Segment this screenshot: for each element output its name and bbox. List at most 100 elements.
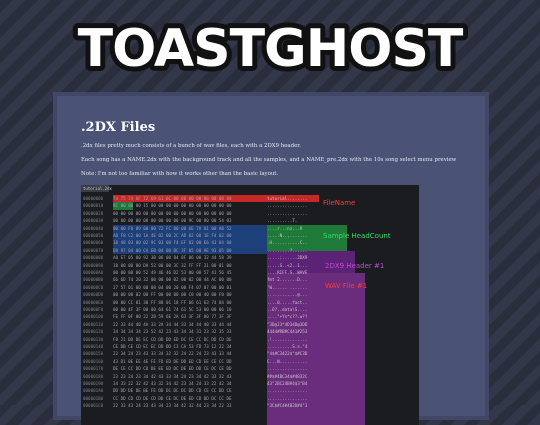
hex-address: 00000090 — [83, 262, 104, 268]
hex-row: 00000090 18 00 00 00 DA 53 00 00 3C 32 FF… — [81, 262, 419, 269]
headcount-region — [113, 202, 133, 210]
hex-ascii: ................ — [267, 210, 308, 216]
hex-ascii: .!.............. — [267, 336, 308, 342]
hex-ascii: fmt 2.......D... — [267, 277, 308, 283]
hex-address: 00000020 — [83, 210, 104, 216]
hex-row: 000000A0 00 00 00 00 52 49 46 46 D2 53 00… — [81, 269, 419, 276]
toastghost-logo[interactable]: TOASTGHOST TOASTGHOST — [0, 6, 540, 84]
wav-region — [267, 273, 365, 425]
hex-ascii: ..........T. — [267, 218, 298, 224]
hex-bytes: 23 23 24 23 34 42 43 33 34 24 23 34 42 3… — [113, 373, 232, 379]
hex-address: 00000080 — [83, 255, 104, 261]
hex-row: 00000030 00 00 00 00 00 00 00 00 00 00 9C… — [81, 217, 419, 224]
hex-ascii: 43"2BC24B#4$3"B4 — [267, 381, 308, 386]
hex-address: 000000B0 — [83, 277, 104, 283]
hex-ascii: ................ — [267, 388, 308, 394]
hex-row: 00000100 FE FF 0F 00 22 2B 59 6E 2A 63 3F… — [81, 313, 419, 320]
hex-address: 00000190 — [83, 381, 104, 386]
hex-address: 00000130 — [83, 336, 104, 342]
hex-row: 00000060 10 48 03 00 02 9C 03 00 F4 EF 03… — [81, 239, 419, 246]
hex-bytes: 18 00 00 00 DA 53 00 00 3C 32 FF FF 31 0… — [113, 262, 232, 268]
hex-address: 000000A0 — [83, 270, 104, 275]
hex-bytes: DE CE CC DD CD DE EE ED DC DE ED DD CE D… — [113, 366, 232, 372]
hex-ascii: "3C$#C4#4B2D#4"3 — [267, 403, 308, 409]
hex-ascii: "3D@J3*4D34D@3DD — [267, 321, 308, 327]
hex-viewer-tab[interactable]: tutorial.2dx — [81, 185, 112, 192]
hex-address: 00000000 — [83, 196, 104, 201]
hex-bytes: A0 E7 05 00 92 3B 06 00 84 8F 06 00 32 4… — [113, 255, 232, 261]
hex-viewer-screenshot: tutorial.2dx 00000000 74 75 74 6F 72 69 6… — [81, 185, 419, 425]
hex-bytes: 34 33 22 32 42 43 32 34 42 23 34 24 33 2… — [113, 381, 232, 386]
hex-address: 000001A0 — [83, 388, 104, 394]
hex-bytes: DD DD DE DE BE FE DD DC DC DC DD CD CE C… — [113, 388, 232, 394]
logo-text-outline: TOASTGHOST — [78, 19, 464, 79]
hex-ascii: ................ — [267, 366, 308, 372]
hex-address: 00000160 — [83, 358, 104, 364]
hex-address: 000001B0 — [83, 395, 104, 401]
hex-bytes: 00 00 00 00 00 00 00 00 00 00 00 00 00 0… — [113, 210, 232, 216]
hex-address: 00000180 — [83, 373, 104, 379]
hex-address: 000000C0 — [83, 284, 104, 290]
hex-row: 00000120 34 34 34 34 23 52 42 23 43 34 34… — [81, 328, 419, 335]
hex-address: 00000030 — [83, 218, 104, 224]
hex-address: 000001C0 — [83, 403, 104, 409]
hex-ascii: .....;......2DX9 — [267, 255, 308, 261]
hex-row: 00000020 00 00 00 00 00 00 00 00 00 00 00… — [81, 210, 419, 217]
annotation-headcount: Sample HeadCount — [323, 232, 391, 240]
hex-address: 00000060 — [83, 240, 104, 246]
hex-ascii: ..........S.s."4 — [267, 344, 308, 349]
hex-bytes: 66 6D 74 20 32 00 00 00 02 00 02 00 44 A… — [113, 277, 232, 283]
hex-bytes: 34 34 34 34 23 52 42 23 43 34 34 31 23 3… — [113, 329, 232, 335]
hex-bytes: 10 48 03 00 02 9C 03 00 F4 EF 03 00 E6 4… — [113, 240, 232, 246]
hex-bytes: 00 00 00 00 52 49 46 46 D2 53 00 00 57 4… — [113, 270, 232, 275]
hex-address: 00000170 — [83, 366, 104, 372]
hex-ascii: ....RIFF.S..WAVE — [267, 270, 308, 275]
hex-row: 00000140 CE DB CE CD EC EC DD DD C3 CA 53… — [81, 343, 419, 350]
hex-bytes: 00 00 F0 09 00 00 72 FC 00 00 6E 7A 01 0… — [113, 225, 232, 231]
annotation-2dx9-header: 2DX9 Header #1 — [325, 262, 385, 270]
hex-address: 000000D0 — [83, 292, 104, 298]
hex-ascii: ##$#4BC34$#4B32C — [267, 373, 308, 379]
hex-bytes: 43 D1 0E EE 4E FE FD ED DE DD ED CD EE C… — [113, 358, 232, 364]
hex-bytes: CC DD CD CD DE CD DD CE DC DE ED CD DD D… — [113, 395, 232, 401]
hex-address: 00000110 — [83, 321, 104, 327]
hex-row: 00000160 43 D1 0E EE 4E FE FD ED DE DD ED… — [81, 358, 419, 365]
hex-bytes: D8 97 04 00 CA EB 04 00 BC 3F 05 00 AE 9… — [113, 247, 232, 253]
hex-ascii: ....r...nz...R — [267, 225, 303, 231]
hex-ascii: 4444#RB#C441#253 — [267, 329, 308, 335]
annotation-wav-file: WAV File #1 — [325, 282, 368, 290]
hex-ascii: ....0.....fact.. — [267, 299, 308, 305]
hex-bytes: F0 21 DD DE EC CD DD DD ED DC CE CC DC D… — [113, 336, 232, 342]
hex-bytes: 00 00 00 00 00 00 00 00 00 00 9C 00 00 0… — [113, 218, 232, 224]
content-panel: .2DX Files .2dx files pretty much consis… — [57, 96, 485, 425]
hex-bytes: 22 33 43 24 23 43 34 23 34 42 32 44 23 3… — [113, 403, 232, 409]
hex-ascii: tutorial........ — [267, 196, 308, 201]
page-title: .2DX Files — [81, 120, 156, 135]
hex-row: 00000130 F0 21 DD DE EC CD DD DD ED DC CE… — [81, 336, 419, 343]
hex-ascii: ...."+Yn*c??.w?? — [267, 314, 308, 320]
offsets-region — [113, 225, 267, 254]
hex-ascii: .........?...... — [267, 247, 308, 253]
hex-row: 000001B0 CC DD CD CD DE CD DD CE DC DE ED… — [81, 395, 419, 402]
hex-address: 00000070 — [83, 247, 104, 253]
hex-row: 00000190 34 33 22 32 42 43 32 34 42 23 34… — [81, 380, 419, 387]
hex-ascii: 'W...... ....... — [267, 284, 308, 290]
hex-bytes: CE DB CE CD EC EC DD DD C3 CA 53 FD 73 1… — [113, 344, 232, 349]
hex-row: 00000150 22 34 24 23 43 33 34 32 32 24 22… — [81, 350, 419, 357]
hex-row: 000000E0 00 00 CC 01 30 FF 88 01 18 FF 66… — [81, 299, 419, 306]
hex-address: 000000F0 — [83, 307, 104, 312]
hex-row: 000000F0 00 00 4F 3F 00 00 64 61 74 61 5C… — [81, 306, 419, 313]
hex-bytes: A0 F8 C2 00 1A 4E 02 00 2C AD 02 00 1E F… — [113, 233, 232, 238]
hex-bytes: 22 33 44 40 4A 33 2A 34 44 33 34 44 40 3… — [113, 321, 232, 327]
hex-row: 000000C0 27 57 01 00 00 08 04 00 20 00 F4… — [81, 284, 419, 291]
hex-address: 00000140 — [83, 344, 104, 349]
hex-bytes: 27 57 01 00 00 08 04 00 20 00 F4 07 07 0… — [113, 284, 232, 290]
hex-row: 00000080 A0 E7 05 00 92 3B 06 00 84 8F 06… — [81, 254, 419, 261]
hex-bytes: FE FF 0F 00 22 2B 59 6E 2A 63 3F 3F 80 7… — [113, 314, 232, 320]
hex-ascii: C...N........... — [267, 358, 308, 364]
filename-region — [113, 195, 267, 203]
hex-bytes: 00 00 CC 01 30 FF 88 01 18 FF 66 61 63 7… — [113, 299, 232, 305]
hex-row: 000000D0 00 00 00 02 00 FF 00 00 00 00 C0… — [81, 291, 419, 298]
hex-ascii: ................ — [267, 395, 308, 401]
hex-bytes: 74 75 74 6F 72 69 61 6C 00 00 00 00 00 0… — [113, 196, 232, 201]
